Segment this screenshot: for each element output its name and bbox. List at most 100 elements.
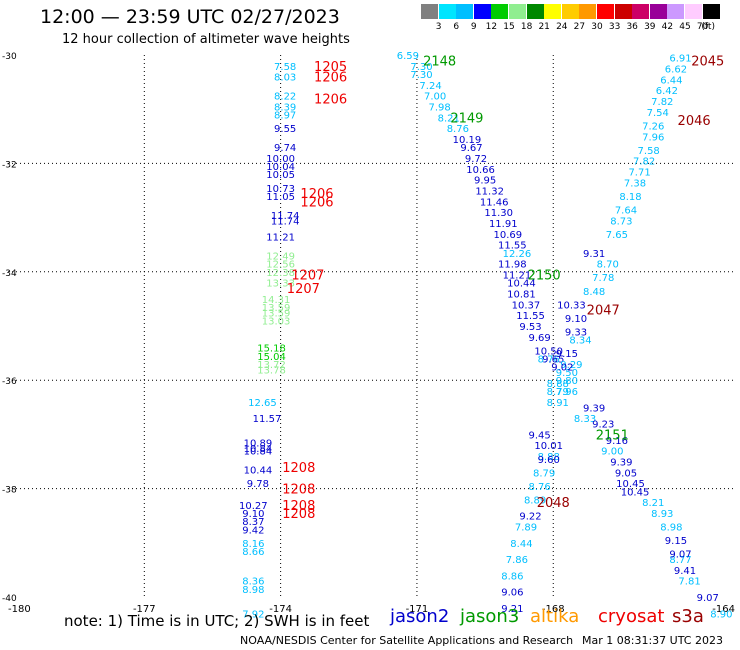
track-pass-label: 2151 [596,428,629,443]
swh-value: 10.50 [534,346,563,357]
color-scale-label: 21 [538,22,550,32]
swh-value: 8.90 [710,609,732,620]
track-pass-label: 2148 [423,54,456,69]
swh-value: 8.91 [547,398,569,409]
swh-value: 13.59 [262,303,291,314]
x-tick-label: -164 [712,604,735,615]
y-tick-label: -30 [2,52,17,62]
swh-value: 8.98 [660,523,682,534]
swh-value: 9.67 [460,143,482,154]
swh-value: 9.07 [669,550,691,561]
swh-value: 9.16 [606,436,628,447]
track-pass-label: 1208 [282,461,315,476]
swh-value: 13.03 [262,317,291,328]
swh-value: 14.31 [262,295,291,306]
swh-value: 12.38 [266,268,295,279]
swh-value: 11.74 [271,216,300,227]
swh-value: 9.31 [583,249,605,260]
color-scale-swatch [632,4,650,19]
swh-value: 10.45 [621,487,650,498]
swh-value: 11.21 [503,271,532,282]
swh-value: 11.30 [484,208,513,219]
swh-value: 11.32 [475,187,504,198]
swh-value: 7.58 [274,62,296,73]
swh-value: 7.82 [651,97,673,108]
swh-value: 7.30 [410,62,432,73]
x-tick-label: -177 [133,604,156,615]
swh-value: 7.26 [642,121,664,132]
swh-value: 9.23 [592,420,614,431]
swh-value: 9.72 [465,154,487,165]
swh-value: 11.21 [266,233,295,244]
swh-value: 8.88 [538,452,560,463]
x-tick-label: -180 [8,604,31,615]
swh-value: 9.05 [615,468,637,479]
swh-value: 9.10 [565,314,587,325]
swh-value: 8.93 [651,509,673,520]
swh-value: 15.04 [257,352,286,363]
color-scale-swatch [579,4,597,19]
swh-value: 10.84 [244,447,273,458]
color-scale-swatch [526,4,544,19]
swh-value: 7.89 [515,523,537,534]
swh-value: 8.21 [438,113,460,124]
satellite-altika: altika [530,606,580,627]
swh-value: 10.05 [266,170,295,181]
swh-value: 8.86 [501,571,523,582]
swh-value: 10.45 [616,479,645,490]
swh-value: 9.60 [538,455,560,466]
swh-value: 11.55 [498,241,527,252]
x-tick-label: -168 [542,604,565,615]
swh-value: 9.80 [556,376,578,387]
swh-value: 7.81 [678,577,700,588]
credit-line: NOAA/NESDIS Center for Satellite Applica… [240,634,574,647]
swh-value: 8.88 [547,379,569,390]
swh-value: 8.21 [642,498,664,509]
swh-value: 10.66 [466,165,495,176]
swh-value: 10.33 [557,300,586,311]
swh-value: 7.78 [592,273,614,284]
color-scale-label: 15 [503,22,515,32]
y-tick-label: -36 [2,377,17,387]
swh-value: 10.00 [266,154,295,165]
color-scale-swatch [473,4,491,19]
track-pass-label: 2048 [537,496,570,511]
color-scale-swatch [649,4,667,19]
swh-value: 7.65 [606,230,628,241]
color-scale-label: 30 [591,22,603,32]
swh-value: 7.96 [642,132,664,143]
color-scale-label: 12 [485,22,498,32]
swh-value: 10.01 [534,441,563,452]
swh-value: 7.82 [633,157,655,168]
swh-value: 8.22 [274,92,296,103]
swh-value: 6.59 [397,51,419,62]
swh-value: 15.18 [257,344,286,355]
swh-value: 7.64 [615,205,637,216]
satellite-s3a: s3a [672,606,704,627]
swh-value: 9.95 [474,176,496,187]
satellite-jason2: jason2 [390,606,450,627]
swh-value: 9.15 [556,349,578,360]
swh-value: 7.86 [506,555,528,566]
swh-value: 13.78 [257,365,286,376]
swh-value: 6.91 [669,54,691,65]
color-scale-label: 27 [573,22,586,32]
swh-value: 10.44 [244,466,273,477]
swh-value: 9.00 [601,447,623,458]
swh-value: 10.37 [512,300,541,311]
swh-value: 9.21 [501,604,523,615]
color-scale-swatch [614,4,632,19]
x-tick-label: -174 [269,604,292,615]
y-tick-label: -38 [2,486,17,496]
swh-value: 8.76 [447,124,469,135]
swh-value: 9.22 [519,512,541,523]
swh-value: 9.29 [560,360,582,371]
swh-value: 7.54 [647,108,669,119]
swh-value: 9.74 [274,143,296,154]
swh-value: 12.49 [266,252,295,263]
color-scale-swatch [544,4,562,19]
track-pass-label: 2047 [587,304,620,319]
swh-value: 8.73 [610,216,632,227]
swh-value: 9.06 [501,588,523,599]
swh-value: 8.44 [510,539,532,550]
